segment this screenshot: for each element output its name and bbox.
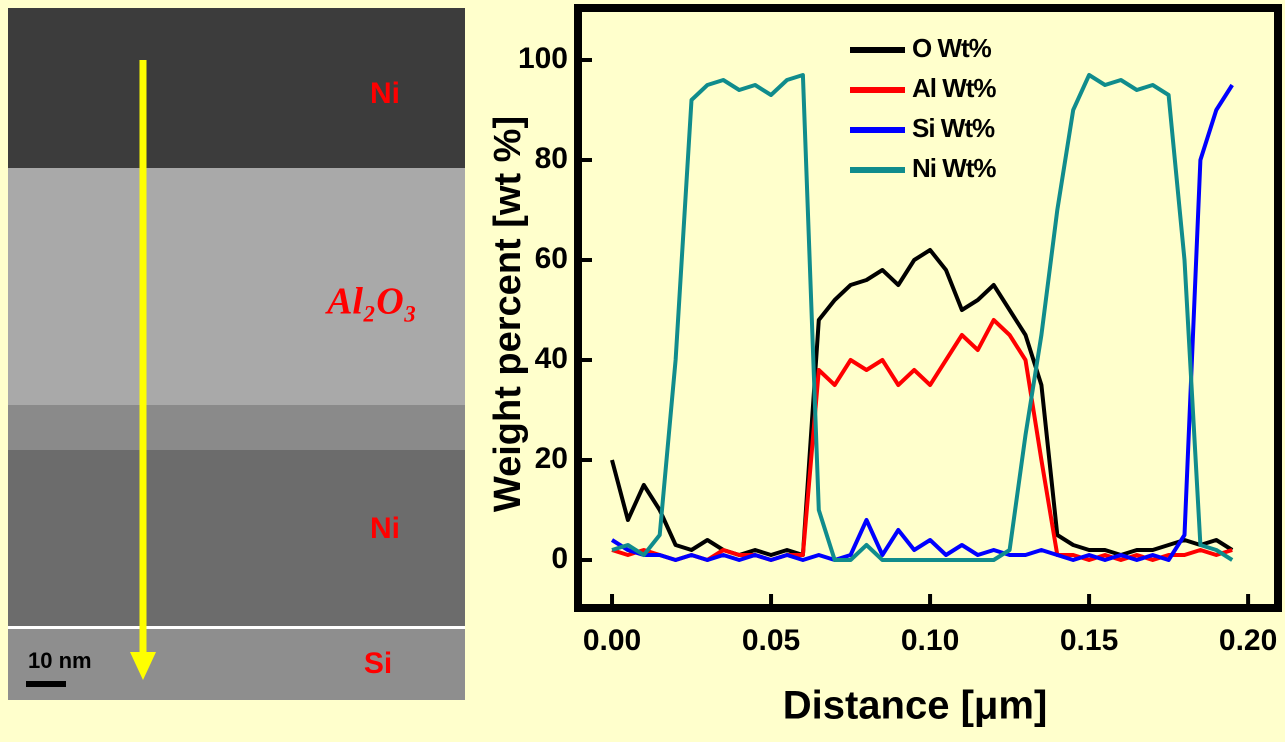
x-axis-label: Distance [μm] — [783, 684, 1048, 728]
y-tick-label: 20 — [535, 442, 568, 475]
plot-frame — [574, 4, 1282, 612]
arrow-head — [130, 652, 156, 680]
si-layer — [8, 629, 465, 700]
y-tick-label: 80 — [535, 142, 568, 175]
y-axis-label: Weight percent [wt %] — [487, 116, 529, 512]
series-line — [611, 73, 1234, 562]
scale-bar-label: 10 nm — [28, 648, 92, 673]
series-line — [610, 83, 1234, 562]
layer-label: Ni — [370, 512, 400, 545]
layer-label: Si — [364, 647, 392, 680]
ni-layer — [8, 450, 465, 626]
layer-label: Ni — [370, 77, 400, 110]
interface-line — [8, 626, 465, 629]
x-tick-label: 0.00 — [583, 624, 641, 657]
x-tick-label: 0.05 — [742, 624, 800, 657]
y-tick-label: 0 — [551, 542, 568, 575]
x-tick-label: 0.15 — [1060, 624, 1118, 657]
y-tick-label: 40 — [535, 342, 568, 375]
layer-label: Al₂O₃ — [325, 281, 417, 323]
legend-label: Si Wt% — [912, 113, 995, 143]
legend-label: Al Wt% — [912, 73, 996, 103]
x-tick-label: 0.10 — [901, 624, 959, 657]
x-tick-label: 0.20 — [1219, 624, 1277, 657]
plot-area: 0 20 40 60 80 100 0.00 0.05 0.10 0.15 0.20 O Wt% Al … — [518, 33, 1277, 657]
legend-label: Ni Wt% — [912, 153, 996, 183]
series-line — [610, 248, 1234, 557]
legend-label: O Wt% — [912, 33, 992, 63]
y-tick-label: 60 — [535, 242, 568, 275]
scale-bar — [26, 681, 66, 687]
tem-image: Ni Al₂O₃ Ni Si 10 nm — [8, 8, 465, 700]
ni-layer — [8, 8, 465, 168]
series-line — [611, 318, 1233, 562]
interface — [8, 405, 465, 450]
al2o3-layer — [8, 168, 465, 410]
y-tick-label: 100 — [518, 42, 568, 75]
